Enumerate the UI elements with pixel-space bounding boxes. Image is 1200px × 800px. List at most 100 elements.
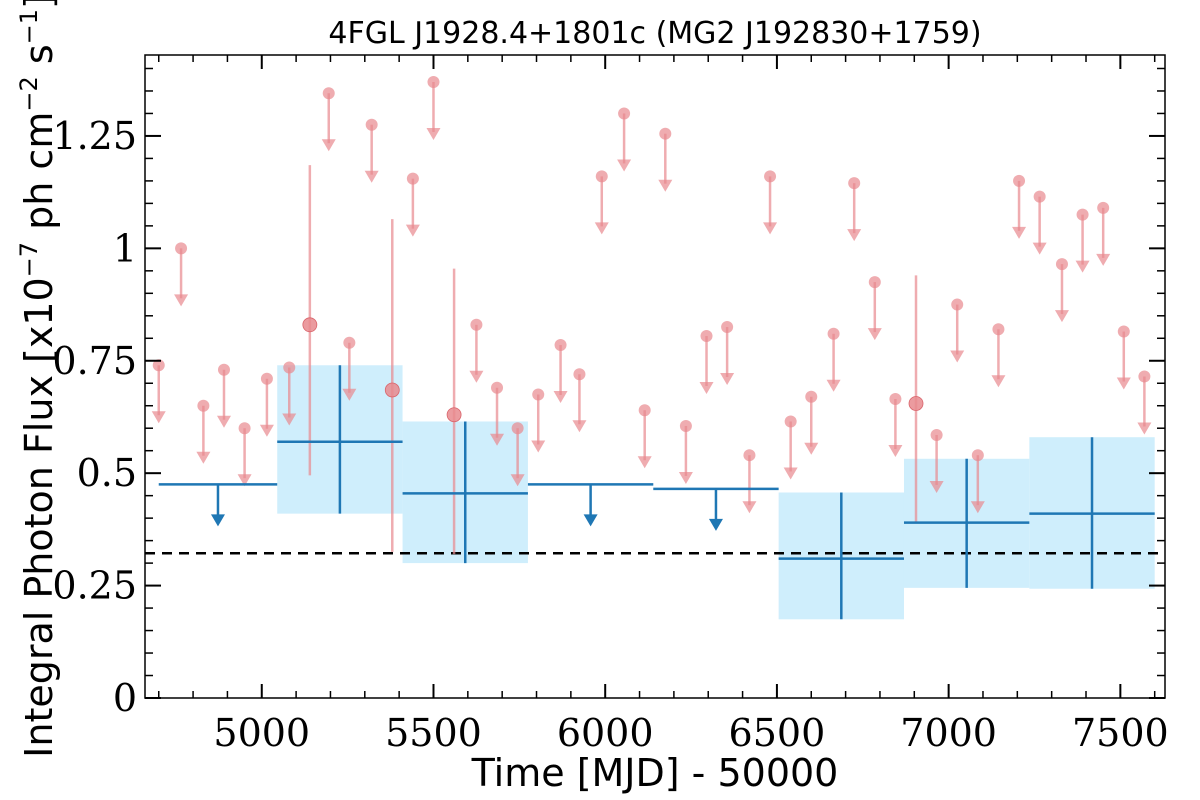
fine-upper-limit xyxy=(469,318,484,383)
fine-upper-limit-arrow xyxy=(699,382,714,395)
fine-upper-limit-arrow xyxy=(426,127,441,140)
fine-upper-limit xyxy=(1075,208,1090,273)
fine-upper-limit-arrow xyxy=(950,350,965,363)
chart-title: 4FGL J1928.4+1801c (MG2 J192830+1759) xyxy=(328,16,981,51)
coarse-detection xyxy=(903,458,1030,588)
fine-upper-limit-marker xyxy=(992,323,1005,336)
fine-upper-limit-arrow xyxy=(1032,242,1047,255)
fine-upper-limit-marker xyxy=(343,336,356,349)
x-tick-label: 7000 xyxy=(900,711,997,755)
coarse-detection xyxy=(277,365,403,514)
y-axis-label: Integral Photon Flux [x10−7 ph cm−2 s−1] xyxy=(15,0,61,758)
fine-upper-limit-arrow xyxy=(658,179,673,192)
fine-upper-limit-marker xyxy=(238,422,251,435)
fine-upper-limit xyxy=(970,449,985,514)
x-tick-label: 5000 xyxy=(213,711,310,755)
fine-upper-limit-arrow xyxy=(490,433,505,446)
fine-upper-limit xyxy=(531,388,546,453)
fine-bin-points xyxy=(151,75,1152,555)
fine-upper-limit xyxy=(342,336,357,401)
fine-detection xyxy=(302,165,318,476)
fine-upper-limit xyxy=(991,323,1006,388)
fine-upper-limit-marker xyxy=(827,327,840,340)
fine-upper-limit-arrow xyxy=(970,501,985,514)
fine-upper-limit-marker xyxy=(721,321,734,334)
fine-upper-limit-marker xyxy=(951,298,964,311)
fine-upper-limit-marker xyxy=(595,170,608,183)
fine-upper-limit-arrow xyxy=(867,328,882,341)
fine-upper-limit-arrow xyxy=(678,471,693,484)
coarse-upper-limit-arrow xyxy=(210,514,225,527)
plot-frame xyxy=(144,54,1166,699)
fine-upper-limit-marker xyxy=(1117,325,1130,338)
fine-upper-limit xyxy=(1137,370,1152,435)
y-tick-label: 1.25 xyxy=(52,114,137,158)
fine-upper-limit-arrow xyxy=(553,391,568,404)
fine-upper-limit-marker xyxy=(700,330,713,343)
fine-upper-limit-marker xyxy=(152,359,165,372)
fine-upper-limit xyxy=(510,422,525,487)
fine-upper-limit xyxy=(888,392,903,457)
fine-upper-limit xyxy=(321,87,336,152)
fine-upper-limit-marker xyxy=(197,399,210,412)
fine-upper-limit xyxy=(699,330,714,395)
fine-upper-limit-arrow xyxy=(742,501,757,514)
fine-upper-limit-arrow xyxy=(174,294,189,307)
fine-upper-limit-arrow xyxy=(1054,310,1069,323)
fine-upper-limit-arrow xyxy=(929,480,944,493)
fine-upper-limit-marker xyxy=(743,449,756,462)
x-tick-label: 7500 xyxy=(1072,711,1169,755)
coarse-upper-limit xyxy=(158,483,278,527)
fine-upper-limit xyxy=(151,359,166,424)
fine-upper-limit-marker xyxy=(573,368,586,381)
fine-upper-limit xyxy=(553,339,568,404)
coarse-bin-points xyxy=(158,365,1155,620)
fine-upper-limit xyxy=(1116,325,1131,390)
fine-upper-limit-arrow xyxy=(151,411,166,424)
fine-upper-limit-marker xyxy=(889,392,902,405)
fine-upper-limit-marker xyxy=(365,118,378,131)
fine-upper-limit-marker xyxy=(470,318,483,331)
x-tick-label: 6000 xyxy=(557,711,654,755)
x-tick-label: 6500 xyxy=(729,711,826,755)
fine-upper-limit xyxy=(594,170,609,235)
fine-upper-limit xyxy=(405,172,420,237)
fine-upper-limit-arrow xyxy=(405,224,420,237)
fine-upper-limit-arrow xyxy=(826,379,841,392)
fine-upper-limit-marker xyxy=(1013,174,1026,187)
coarse-upper-limit-arrow xyxy=(708,518,723,531)
fine-upper-limit-marker xyxy=(322,87,335,100)
fine-upper-limit-marker xyxy=(427,75,440,88)
fine-upper-limit-arrow xyxy=(1012,226,1027,239)
fine-upper-limit-arrow xyxy=(1137,422,1152,435)
fine-upper-limit-arrow xyxy=(1116,377,1131,390)
fine-detection-marker xyxy=(446,407,462,423)
fine-upper-limit-arrow xyxy=(216,415,231,428)
fine-detection-marker xyxy=(302,317,318,333)
fine-upper-limit xyxy=(426,75,441,140)
coarse-upper-limit xyxy=(653,487,779,531)
y-tick-label: 0.25 xyxy=(52,564,137,608)
fine-upper-limit-marker xyxy=(260,372,273,385)
fine-upper-limit xyxy=(1054,258,1069,323)
fine-upper-limit-arrow xyxy=(282,413,297,426)
fine-upper-limit-arrow xyxy=(1075,260,1090,273)
fine-upper-limit-arrow xyxy=(364,170,379,183)
fine-upper-limit xyxy=(196,399,211,464)
fine-upper-limit-arrow xyxy=(237,474,252,487)
fine-upper-limit xyxy=(282,361,297,426)
coarse-detection xyxy=(1029,437,1155,589)
x-tick-label: 5500 xyxy=(385,711,482,755)
fine-upper-limit-marker xyxy=(1097,201,1110,214)
fine-detection xyxy=(908,275,924,523)
fine-upper-limit xyxy=(678,419,693,484)
fine-detection xyxy=(384,219,400,552)
fine-upper-limit-arrow xyxy=(196,451,211,464)
fine-upper-limit-marker xyxy=(784,415,797,428)
fine-upper-limit-arrow xyxy=(847,229,862,242)
x-axis-label: Time [MJD] - 50000 xyxy=(471,751,839,795)
fine-upper-limit-marker xyxy=(848,177,861,190)
fine-upper-limit xyxy=(929,428,944,493)
fine-upper-limit xyxy=(637,404,652,469)
